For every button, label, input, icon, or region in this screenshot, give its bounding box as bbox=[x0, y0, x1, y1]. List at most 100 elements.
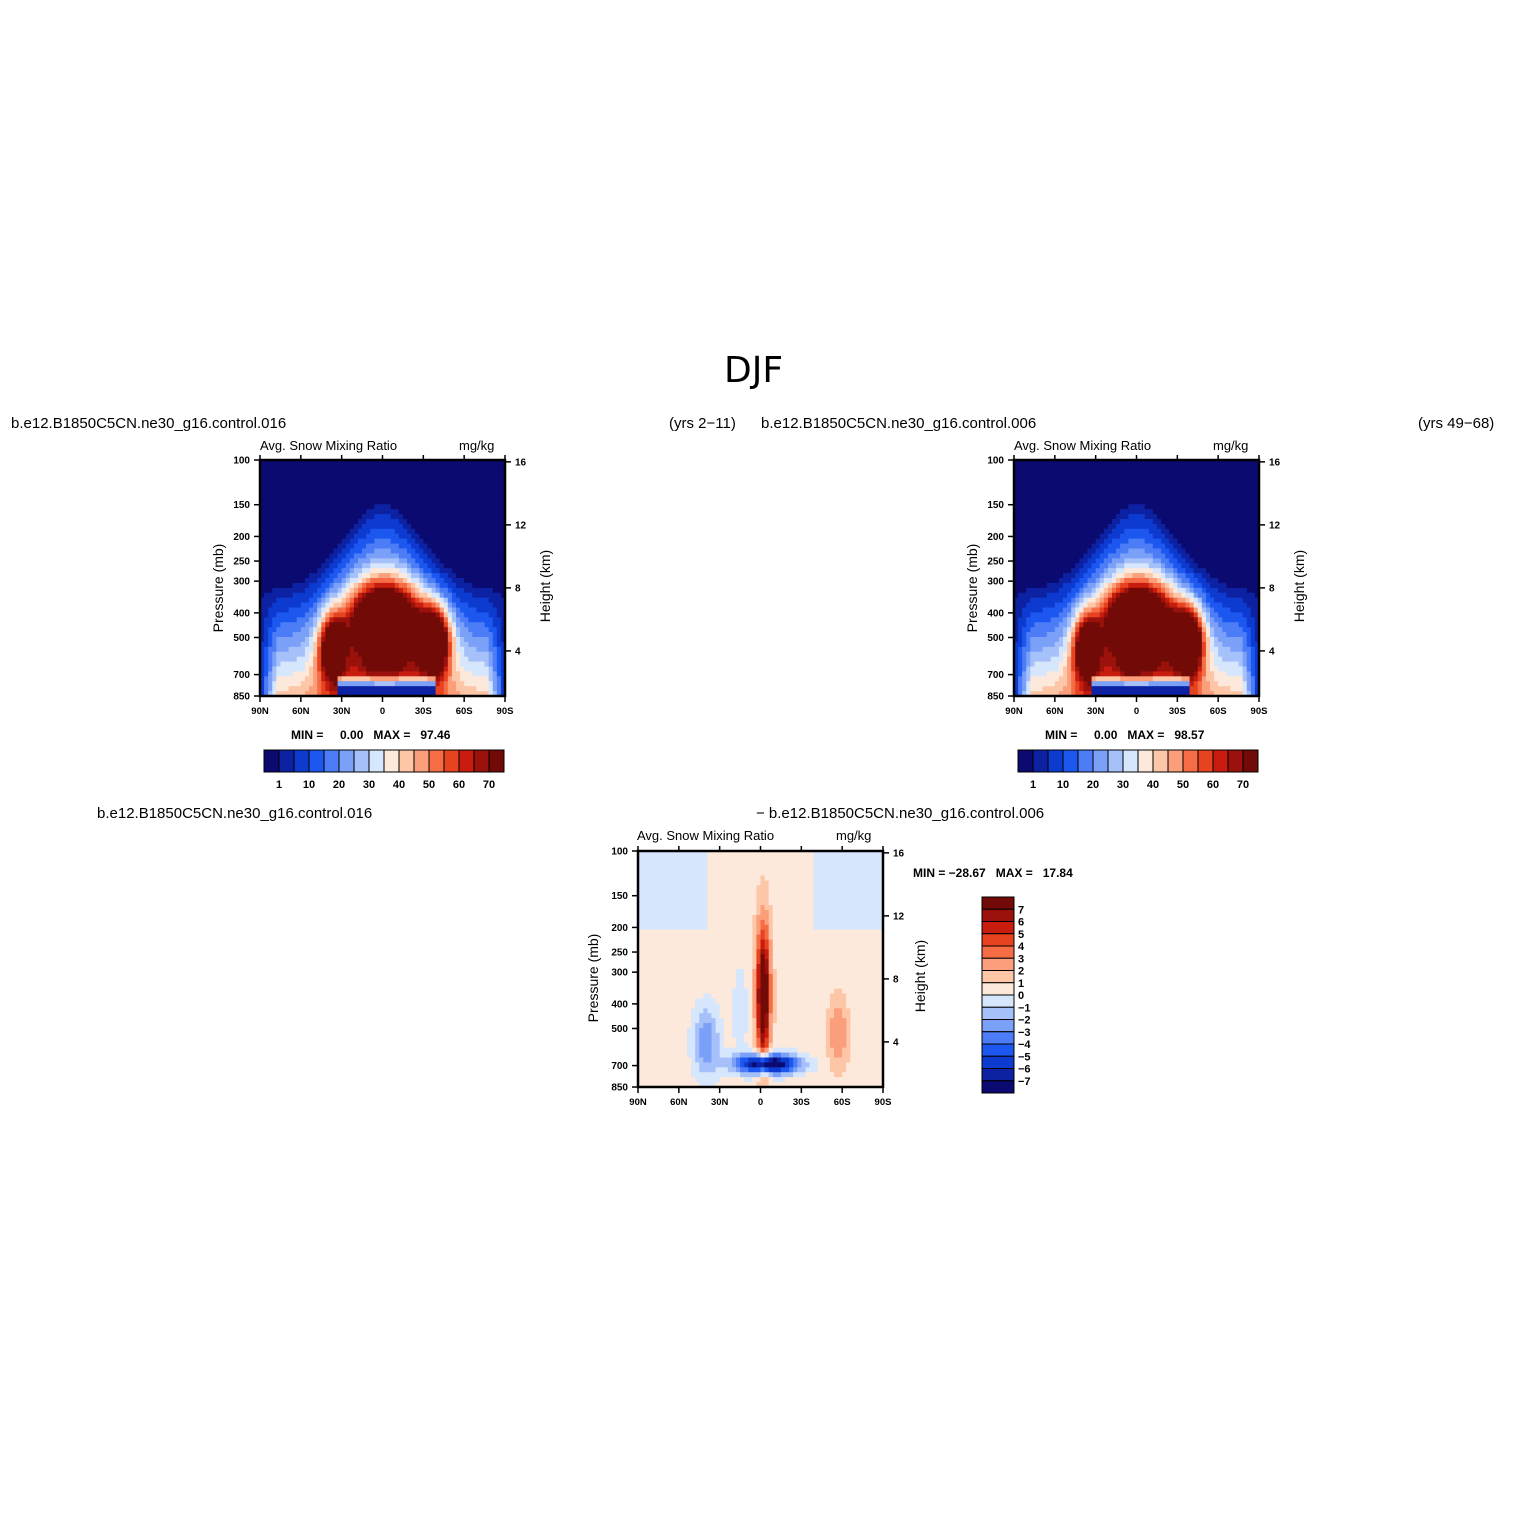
contour-cell bbox=[1018, 587, 1023, 594]
contour-cell bbox=[1222, 543, 1227, 550]
contour-cell bbox=[362, 666, 367, 673]
contour-cell bbox=[341, 514, 347, 520]
contour-cell bbox=[411, 573, 416, 579]
contour-cell bbox=[1103, 538, 1109, 545]
contour-cell bbox=[1054, 538, 1060, 545]
contour-cell bbox=[431, 474, 437, 481]
contour-cell bbox=[317, 671, 322, 677]
contour-cell bbox=[280, 523, 286, 530]
contour-cell bbox=[1103, 460, 1109, 466]
contour-cell bbox=[378, 632, 384, 638]
contour-cell bbox=[292, 632, 298, 638]
contour-cell bbox=[1161, 587, 1166, 594]
contour-cell bbox=[386, 691, 392, 697]
contour-cell bbox=[1054, 558, 1060, 564]
contour-cell bbox=[1107, 612, 1113, 618]
contour-cell bbox=[1222, 573, 1227, 579]
contour-cell bbox=[1075, 558, 1080, 564]
contour-cell bbox=[1181, 543, 1187, 550]
contour-cell bbox=[484, 504, 490, 510]
contour-cell bbox=[1022, 494, 1027, 500]
contour-cell bbox=[1132, 558, 1138, 564]
contour-cell bbox=[362, 548, 367, 555]
contour-cell bbox=[1254, 519, 1260, 525]
contour-cell bbox=[292, 548, 298, 555]
contour-cell bbox=[476, 671, 482, 677]
contour-cell bbox=[423, 538, 429, 545]
contour-cell bbox=[268, 543, 273, 550]
contour-cell bbox=[1026, 538, 1031, 545]
contour-cell bbox=[284, 568, 290, 574]
contour-cell bbox=[1242, 489, 1248, 496]
contour-cell bbox=[284, 587, 290, 594]
contour-cell bbox=[325, 460, 331, 466]
contour-cell bbox=[1152, 607, 1158, 614]
contour-cell bbox=[288, 671, 294, 677]
contour-cell bbox=[1026, 494, 1031, 500]
contour-cell bbox=[456, 519, 461, 525]
contour-cell bbox=[1103, 612, 1109, 618]
contour-cell bbox=[1246, 509, 1252, 515]
contour-cell bbox=[456, 686, 461, 692]
contour-cell bbox=[341, 494, 347, 500]
contour-cell bbox=[1181, 568, 1187, 574]
contour-cell bbox=[1152, 528, 1158, 535]
contour-cell bbox=[1071, 622, 1076, 628]
contour-cell bbox=[447, 464, 453, 471]
contour-cell bbox=[460, 460, 465, 466]
contour-cell bbox=[496, 474, 502, 481]
contour-cell bbox=[411, 607, 416, 614]
contour-cell bbox=[500, 563, 506, 569]
contour-cell bbox=[292, 514, 298, 520]
contour-cell bbox=[1075, 504, 1080, 510]
contour-cell bbox=[1042, 543, 1048, 550]
contour-cell bbox=[1014, 499, 1019, 505]
contour-cell bbox=[456, 612, 461, 618]
contour-cell bbox=[1124, 504, 1129, 510]
contour-cell bbox=[362, 499, 367, 505]
contour-cell bbox=[415, 676, 420, 682]
contour-cell bbox=[484, 686, 490, 692]
contour-cell bbox=[480, 578, 486, 584]
contour-cell bbox=[1116, 523, 1121, 530]
contour-cell bbox=[1128, 523, 1134, 530]
contour-cell bbox=[378, 686, 384, 692]
contour-cell bbox=[1148, 538, 1154, 545]
contour-cell bbox=[1079, 592, 1085, 599]
contour-cell bbox=[378, 641, 384, 648]
contour-cell bbox=[313, 489, 318, 496]
contour-cell bbox=[427, 622, 433, 628]
contour-cell bbox=[398, 622, 404, 628]
contour-cell bbox=[435, 661, 441, 668]
contour-cell bbox=[329, 460, 335, 466]
contour-cell bbox=[1136, 494, 1142, 500]
contour-cell bbox=[374, 489, 380, 496]
contour-cell bbox=[488, 479, 494, 486]
contour-cell bbox=[341, 587, 347, 594]
contour-cell bbox=[264, 632, 269, 638]
contour-cell bbox=[443, 514, 449, 520]
contour-cell bbox=[472, 641, 478, 648]
contour-cell bbox=[402, 533, 408, 540]
contour-cell bbox=[488, 597, 494, 604]
contour-cell bbox=[321, 499, 326, 505]
contour-cell bbox=[1254, 617, 1260, 623]
contour-cell bbox=[468, 504, 473, 510]
contour-cell bbox=[382, 548, 388, 555]
contour-cell bbox=[1030, 494, 1036, 500]
contour-cell bbox=[1169, 528, 1174, 535]
contour-cell bbox=[317, 519, 322, 525]
contour-cell bbox=[370, 686, 375, 692]
contour-cell bbox=[1246, 499, 1252, 505]
contour-cell bbox=[1124, 533, 1129, 540]
contour-cell bbox=[451, 646, 457, 653]
contour-cell bbox=[382, 538, 388, 545]
contour-cell bbox=[349, 646, 355, 653]
contour-cell bbox=[317, 489, 322, 496]
contour-cell bbox=[500, 489, 506, 496]
contour-cell bbox=[1128, 519, 1134, 525]
contour-cell bbox=[296, 464, 302, 471]
contour-cell bbox=[1136, 528, 1142, 535]
contour-cell bbox=[415, 479, 420, 486]
contour-cell bbox=[1222, 578, 1227, 584]
